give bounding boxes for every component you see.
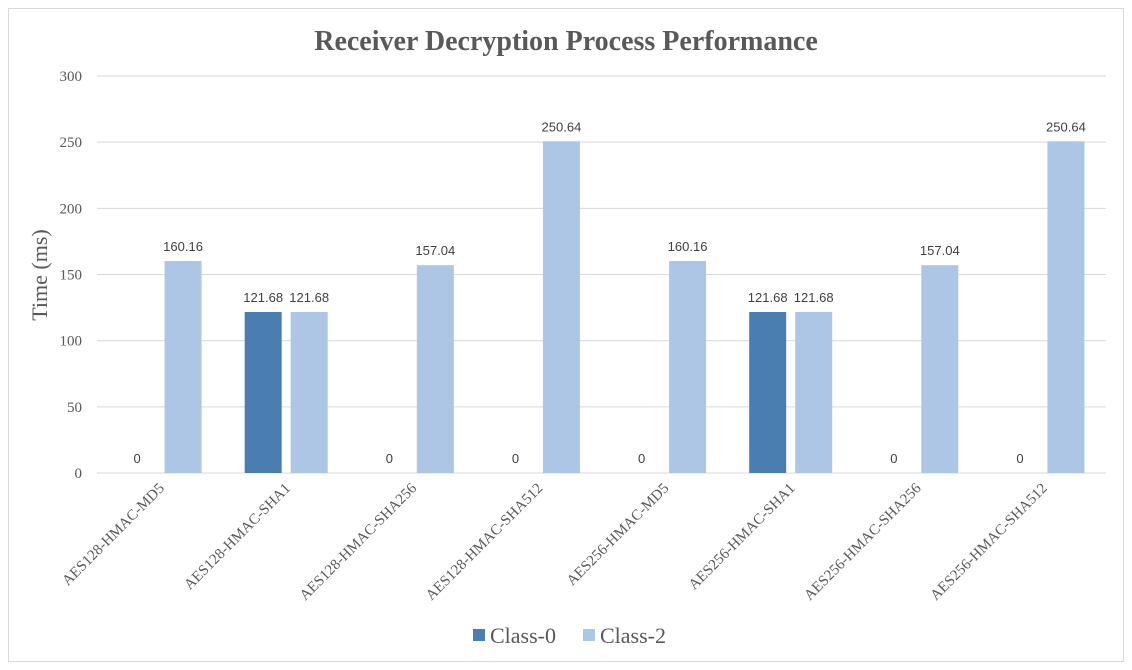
bar-class-2 xyxy=(795,311,833,473)
data-label: 160.16 xyxy=(163,239,203,254)
data-label: 250.64 xyxy=(542,119,582,134)
data-label: 121.68 xyxy=(748,290,788,305)
data-label: 0 xyxy=(890,451,897,466)
data-label: 0 xyxy=(386,451,393,466)
y-tick-label: 250 xyxy=(60,135,83,151)
x-tick-label: AES256-HMAC-MD5 xyxy=(564,481,673,590)
x-tick-label: AES256-HMAC-SHA1 xyxy=(686,481,799,594)
bar-class-2 xyxy=(921,265,959,473)
x-tick-label: AES256-HMAC-SHA512 xyxy=(927,481,1050,604)
data-label: 157.04 xyxy=(920,243,960,258)
data-label: 121.68 xyxy=(289,290,329,305)
data-label: 160.16 xyxy=(668,239,708,254)
bar-class-2 xyxy=(1047,141,1085,473)
legend: Class-0 Class-2 xyxy=(473,623,666,648)
x-tick-label: AES128-HMAC-SHA1 xyxy=(181,481,294,594)
x-axis-ticks: AES128-HMAC-MD5 AES128-HMAC-SHA1 AES128-HM… xyxy=(59,480,1050,604)
x-tick-label: AES256-HMAC-SHA256 xyxy=(801,480,925,604)
bar-class-2 xyxy=(416,265,454,473)
bar-class-2 xyxy=(669,261,707,473)
bar-class-2 xyxy=(290,311,328,473)
legend-swatch xyxy=(473,629,485,641)
bar-class-2 xyxy=(164,261,202,473)
data-labels: 0 160.16 121.68 121.68 0 157.04 0 250.64 0 160.16… xyxy=(133,119,1085,466)
y-tick-label: 100 xyxy=(60,334,83,350)
y-axis-label: Time (ms) xyxy=(27,229,52,320)
bars xyxy=(164,141,1085,473)
legend-swatch xyxy=(583,629,595,641)
bar-class-2 xyxy=(542,141,580,473)
y-tick-label: 0 xyxy=(75,466,83,482)
bar-class-0 xyxy=(749,311,787,473)
legend-label: Class-2 xyxy=(600,623,666,648)
y-tick-label: 200 xyxy=(60,201,83,217)
data-label: 121.68 xyxy=(243,290,283,305)
x-tick-label: AES128-HMAC-MD5 xyxy=(59,481,168,590)
data-label: 250.64 xyxy=(1046,119,1086,134)
data-label: 157.04 xyxy=(415,243,455,258)
chart-title: Receiver Decryption Process Performance xyxy=(314,26,818,57)
data-label: 121.68 xyxy=(794,290,834,305)
data-label: 0 xyxy=(133,451,140,466)
y-axis-ticks: 0 50 100 150 200 250 300 xyxy=(60,69,83,482)
x-tick-label: AES128-HMAC-SHA256 xyxy=(297,480,421,604)
x-tick-label: AES128-HMAC-SHA512 xyxy=(423,481,546,604)
data-label: 0 xyxy=(1016,451,1023,466)
data-label: 0 xyxy=(638,451,645,466)
data-label: 0 xyxy=(512,451,519,466)
y-tick-label: 50 xyxy=(67,400,82,416)
y-tick-label: 150 xyxy=(60,268,83,284)
legend-label: Class-0 xyxy=(490,623,556,648)
bar-class-0 xyxy=(244,311,282,473)
y-tick-label: 300 xyxy=(60,69,83,85)
